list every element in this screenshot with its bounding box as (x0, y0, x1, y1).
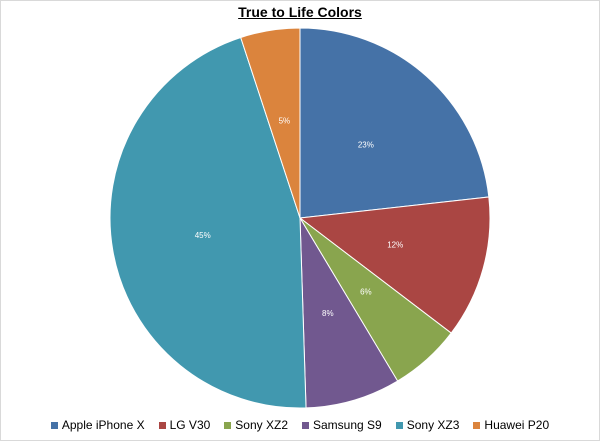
legend-item: LG V30 (158, 418, 211, 432)
pie-slice-lg-v30 (298, 196, 491, 334)
pie-slice-sony-xz3 (109, 36, 307, 409)
pie-slice-huawei-p20 (240, 27, 301, 219)
legend-item: Sony XZ3 (395, 418, 460, 432)
legend-swatch (224, 421, 232, 429)
legend-swatch (395, 421, 403, 429)
legend-label: Sony XZ2 (235, 418, 288, 432)
legend-label: Apple iPhone X (61, 418, 145, 432)
chart-title: True to Life Colors (238, 4, 362, 20)
legend: Apple iPhone X LG V30 Sony XZ2 Samsung S9 So… (0, 418, 600, 432)
legend-swatch (50, 421, 58, 429)
data-label: 45% (195, 231, 211, 240)
data-label: 8% (322, 309, 334, 318)
legend-label: Huawei P20 (484, 418, 550, 432)
data-label: 23% (358, 140, 374, 149)
legend-item: Samsung S9 (302, 418, 382, 432)
pie-slice-apple-iphone-x (299, 27, 490, 219)
legend-swatch (158, 421, 166, 429)
legend-label: Sony XZ3 (406, 418, 460, 432)
legend-item: Huawei P20 (473, 418, 549, 432)
legend-item: Sony XZ2 (224, 418, 288, 432)
legend-swatch (473, 421, 481, 429)
legend-swatch (302, 421, 309, 429)
legend-label: LG V30 (169, 418, 211, 432)
legend-label: Samsung S9 (313, 418, 382, 432)
data-label: 5% (279, 116, 291, 125)
data-label: 6% (360, 288, 372, 297)
data-label: 12% (387, 240, 403, 249)
pie-slice-samsung-s9 (299, 216, 399, 409)
legend-item: Apple iPhone X (50, 418, 145, 432)
